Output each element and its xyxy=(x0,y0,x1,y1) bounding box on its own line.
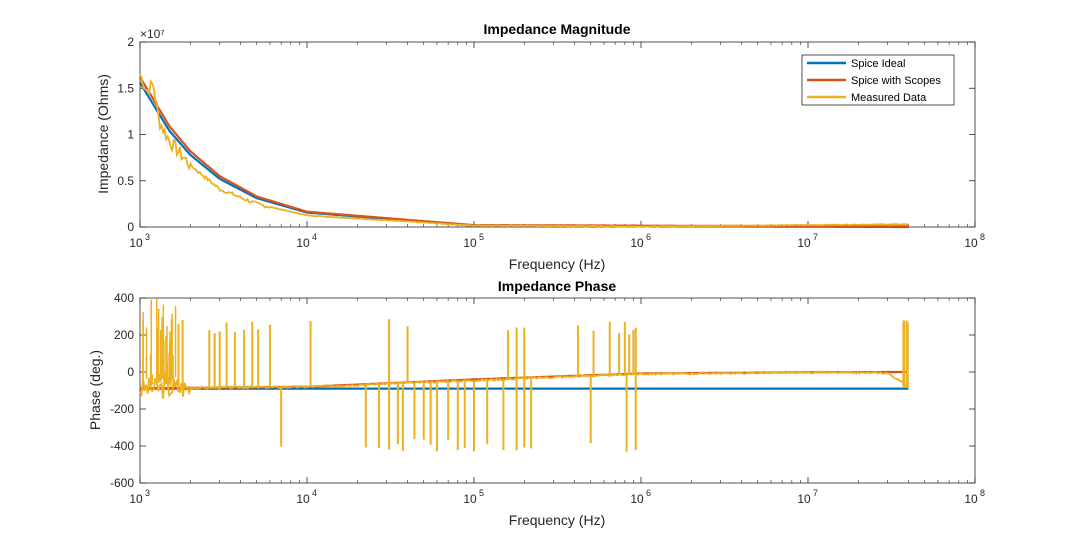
y-tick-label: 0 xyxy=(127,365,134,379)
x-tick-label-exponent: 5 xyxy=(479,488,484,498)
y-tick-label: -600 xyxy=(110,476,134,490)
y-tick-label: -400 xyxy=(110,439,134,453)
x-tick-label: 10 xyxy=(129,492,143,506)
x-tick-label-exponent: 5 xyxy=(479,232,484,242)
x-tick-label: 10 xyxy=(630,492,644,506)
x-tick-label: 10 xyxy=(463,492,477,506)
x-tick-label: 10 xyxy=(964,492,978,506)
x-tick-label: 10 xyxy=(296,236,310,250)
x-tick-label-exponent: 3 xyxy=(145,232,150,242)
phase-series-lines xyxy=(139,298,910,452)
x-tick-label: 10 xyxy=(129,236,143,250)
phase-xlabel: Frequency (Hz) xyxy=(509,512,605,528)
series-line-measured-data xyxy=(139,74,909,228)
legend: Spice Ideal Spice with Scopes Measured D… xyxy=(801,54,955,106)
magnitude-series-lines xyxy=(139,74,909,229)
phase-ylabel: Phase (deg.) xyxy=(87,350,103,430)
x-tick-label-exponent: 4 xyxy=(312,488,317,498)
y-tick-label: 0.5 xyxy=(117,174,134,188)
x-tick-label: 10 xyxy=(964,236,978,250)
phase-title: Impedance Phase xyxy=(498,278,616,294)
y-tick-label: 1 xyxy=(127,128,134,142)
x-tick-label: 10 xyxy=(797,236,811,250)
legend-label-spice-with-scopes: Spice with Scopes xyxy=(851,75,941,87)
x-tick-label-exponent: 7 xyxy=(813,488,818,498)
x-tick-label: 10 xyxy=(797,492,811,506)
x-tick-label: 10 xyxy=(296,492,310,506)
y-tick-label: 0 xyxy=(127,220,134,234)
y-tick-label: 400 xyxy=(114,291,134,305)
y-tick-label: 1.5 xyxy=(117,81,134,95)
magnitude-ticks: 10 3 10 4 10 5 10 6 10 7 10 800.511.52 xyxy=(117,35,985,250)
x-tick-label-exponent: 3 xyxy=(145,488,150,498)
y-tick-label: 200 xyxy=(114,328,134,342)
x-tick-label: 10 xyxy=(463,236,477,250)
magnitude-title: Impedance Magnitude xyxy=(483,21,630,37)
legend-label-measured-data: Measured Data xyxy=(851,92,927,104)
magnitude-xlabel: Frequency (Hz) xyxy=(509,256,605,272)
x-tick-label-exponent: 6 xyxy=(646,488,651,498)
magnitude-ylabel: Impedance (Ohms) xyxy=(95,74,111,194)
x-tick-label-exponent: 6 xyxy=(646,232,651,242)
x-tick-label-exponent: 4 xyxy=(312,232,317,242)
y-tick-label: 2 xyxy=(127,35,134,49)
x-tick-label-exponent: 8 xyxy=(980,488,985,498)
y-tick-label: -200 xyxy=(110,402,134,416)
magnitude-chart: 10 3 10 4 10 5 10 6 10 7 10 800.511.52 Impedance Ma… xyxy=(95,21,985,272)
legend-label-spice-ideal: Spice Ideal xyxy=(851,58,905,70)
x-tick-label: 10 xyxy=(630,236,644,250)
phase-plot-area xyxy=(139,297,976,484)
magnitude-exponent-label: ×10⁷ xyxy=(140,27,165,41)
x-tick-label-exponent: 7 xyxy=(813,232,818,242)
x-tick-label-exponent: 8 xyxy=(980,232,985,242)
